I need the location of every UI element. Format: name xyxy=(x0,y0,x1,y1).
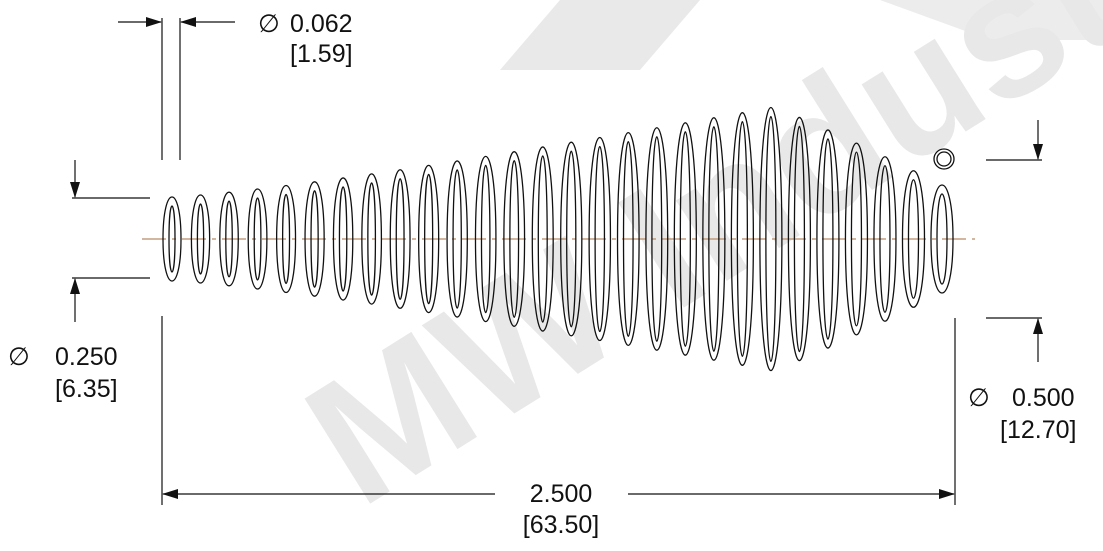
spring-coil xyxy=(816,129,840,349)
small-end-diameter-symbol: ∅ xyxy=(8,343,30,371)
small-end-diameter-mm: [6.35] xyxy=(55,375,118,403)
spring-coil xyxy=(616,132,640,346)
extension-lines xyxy=(72,18,1042,505)
spring-coil-inner xyxy=(452,169,462,309)
spring-coil xyxy=(162,196,182,282)
spring-coil xyxy=(930,184,954,294)
spring-coil-inner xyxy=(850,151,863,327)
dim-large-end-diameter: ∅ 0.500 [12.70] xyxy=(968,384,1076,444)
spring-coil xyxy=(645,127,669,351)
spring-coil-inner xyxy=(708,126,720,352)
spring-coil xyxy=(873,156,897,322)
spring-coil-inner xyxy=(765,116,777,362)
spring-coil xyxy=(446,160,468,318)
spring-coil-inner xyxy=(679,131,691,347)
spring-coil xyxy=(787,117,812,361)
spring-coil-inner xyxy=(822,138,834,340)
spring-coil xyxy=(503,151,526,327)
spring-coil xyxy=(247,188,268,290)
spring-coil xyxy=(190,194,211,284)
free-length-mm: [63.50] xyxy=(523,511,599,539)
spring-coil-inner xyxy=(225,200,233,278)
spring-wire-end xyxy=(933,148,955,170)
wire-diameter-inch: 0.062 xyxy=(290,10,353,38)
dim-free-length: 2.500 [63.50] xyxy=(523,480,599,539)
large-end-diameter-mm: [12.70] xyxy=(1000,416,1076,444)
spring-coil xyxy=(588,136,612,342)
spring-coil xyxy=(702,117,726,361)
spring-coil-inner xyxy=(509,160,520,318)
spring-coil xyxy=(219,191,239,287)
spring-coil-inner xyxy=(338,186,348,292)
free-length-inch: 2.500 xyxy=(530,480,593,508)
spring-coil-inner xyxy=(168,205,176,273)
spring-coil-inner xyxy=(480,165,491,313)
spring-coil xyxy=(730,112,755,366)
spring-coil-inner xyxy=(424,173,434,305)
watermark-text: MW Industries xyxy=(274,0,1103,543)
spring-coil-inner xyxy=(651,136,663,342)
spring-coil-inner xyxy=(566,150,577,328)
wire-diameter-symbol: ∅ xyxy=(258,10,280,38)
spring-coil xyxy=(474,155,497,323)
dim-wire-diameter: ∅ 0.062 [1.59] xyxy=(258,10,353,68)
spring-coil-inner xyxy=(907,179,920,299)
spring-coil-inner xyxy=(936,193,948,285)
spring-coil xyxy=(673,122,697,356)
spring-coil-inner xyxy=(196,203,205,275)
spring-coil xyxy=(275,185,297,293)
spring-coil-inner xyxy=(253,197,262,281)
spring-coil xyxy=(304,181,325,297)
spring-coil-inner xyxy=(594,146,606,332)
spring-coil xyxy=(332,177,354,301)
spring-coil xyxy=(560,141,583,337)
spring-coil-inner xyxy=(879,165,891,313)
spring-coil xyxy=(389,169,411,309)
spring-coil-inner xyxy=(395,178,405,300)
dim-small-end-diameter: ∅ 0.250 [6.35] xyxy=(8,343,118,403)
spring-coil xyxy=(361,173,383,305)
spring-coil xyxy=(901,170,926,308)
spring-coil xyxy=(844,142,869,336)
large-end-diameter-inch: 0.500 xyxy=(1012,384,1075,412)
small-end-diameter-inch: 0.250 xyxy=(55,343,118,371)
wire-diameter-mm: [1.59] xyxy=(290,40,353,68)
spring-coil xyxy=(531,146,554,332)
spring-wire-end-inner xyxy=(936,151,952,167)
large-end-diameter-symbol: ∅ xyxy=(968,384,990,412)
spring-coil-inner xyxy=(537,155,548,323)
dimension-arrows xyxy=(70,17,1043,499)
spring-coil-inner xyxy=(736,121,749,357)
spring-coil xyxy=(759,106,783,372)
spring-coil-inner xyxy=(367,182,377,296)
watermark: MW Industries xyxy=(274,0,1103,543)
spring-coil-inner xyxy=(622,141,634,337)
spring-coil-inner xyxy=(310,190,319,288)
spring-coil xyxy=(418,165,440,313)
spring-coil-inner xyxy=(281,193,291,285)
spring-coils xyxy=(162,106,955,372)
spring-coil-inner xyxy=(793,125,806,353)
